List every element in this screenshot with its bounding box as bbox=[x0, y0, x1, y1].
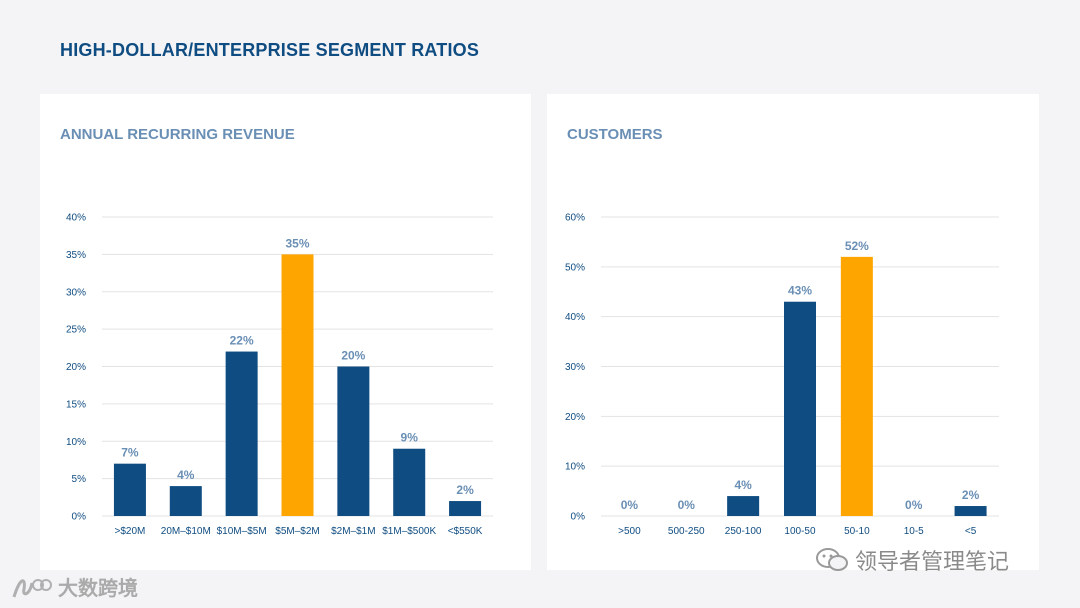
customers-bar-chart: 0% 10% 20% 30% 40% 50% 60% 0% >500 0% 500-250 4% 250… bbox=[565, 213, 999, 537]
y-tick-label: 20% bbox=[565, 412, 585, 423]
data-label: 2% bbox=[456, 483, 474, 497]
x-tick-label: >500 bbox=[618, 526, 641, 537]
data-label: 43% bbox=[788, 284, 812, 298]
y-tick-label: 10% bbox=[565, 462, 585, 473]
x-tick-label: >$20M bbox=[114, 526, 145, 537]
x-tick-label: <$550K bbox=[448, 526, 483, 537]
y-tick-label: 5% bbox=[72, 474, 87, 485]
data-label: 20% bbox=[341, 349, 365, 363]
y-tick-label: 30% bbox=[565, 362, 585, 373]
customers-chart-panel: CUSTOMERS 0% 10% 20% 30% 40% 50% 60% 0% >500 0% 50… bbox=[547, 94, 1039, 570]
x-tick-label: $2M–$1M bbox=[331, 526, 375, 537]
x-tick-label: $1M–$500K bbox=[382, 526, 436, 537]
x-tick-label: <5 bbox=[965, 526, 977, 537]
bar bbox=[113, 463, 146, 516]
y-tick-label: 15% bbox=[66, 399, 86, 410]
data-label: 4% bbox=[177, 468, 195, 482]
arr-chart-title: ANNUAL RECURRING REVENUE bbox=[60, 126, 295, 143]
bar bbox=[337, 366, 370, 516]
x-tick-label: $10M–$5M bbox=[217, 526, 267, 537]
y-tick-label: 35% bbox=[66, 250, 86, 261]
x-tick-label: 250-100 bbox=[725, 526, 762, 537]
data-label: 7% bbox=[121, 446, 139, 460]
watermark-left-text: 大数跨境 bbox=[58, 578, 138, 600]
bar bbox=[169, 486, 202, 516]
data-label: 0% bbox=[678, 498, 696, 512]
bar bbox=[225, 351, 258, 516]
y-tick-label: 50% bbox=[565, 262, 585, 273]
x-tick-label: $5M–$2M bbox=[275, 526, 319, 537]
data-label: 2% bbox=[962, 488, 980, 502]
y-tick-label: 60% bbox=[565, 213, 585, 224]
watermark-right-text: 领导者管理笔记 bbox=[855, 549, 1010, 574]
wechat-icon bbox=[816, 548, 848, 571]
data-label: 22% bbox=[230, 334, 254, 348]
bar bbox=[840, 256, 873, 516]
data-label: 52% bbox=[845, 239, 869, 253]
y-tick-label: 10% bbox=[66, 437, 86, 448]
data-label: 0% bbox=[621, 498, 639, 512]
bar bbox=[954, 506, 987, 516]
x-tick-label: 50-10 bbox=[844, 526, 870, 537]
x-tick-label: 500-250 bbox=[668, 526, 705, 537]
bar bbox=[727, 496, 760, 516]
watermark-right: 领导者管理笔记 bbox=[815, 544, 1009, 576]
page-title: HIGH-DOLLAR/ENTERPRISE SEGMENT RATIOS bbox=[60, 40, 480, 60]
y-tick-label: 0% bbox=[72, 512, 87, 523]
x-tick-label: 100-50 bbox=[784, 526, 816, 537]
customers-chart-title: CUSTOMERS bbox=[567, 126, 663, 143]
arr-chart-panel: ANNUAL RECURRING REVENUE 0% 5% 10% 15% 20% 25… bbox=[40, 94, 531, 570]
y-tick-label: 40% bbox=[565, 312, 585, 323]
brand-logo-icon bbox=[12, 578, 52, 597]
data-label: 35% bbox=[285, 236, 309, 250]
y-tick-label: 30% bbox=[66, 287, 86, 298]
y-tick-label: 40% bbox=[66, 213, 86, 224]
watermark-left: 大数跨境 bbox=[10, 572, 138, 601]
data-label: 4% bbox=[734, 478, 752, 492]
x-tick-label: 10-5 bbox=[904, 526, 924, 537]
y-tick-label: 0% bbox=[571, 512, 586, 523]
bar bbox=[784, 301, 816, 516]
y-tick-label: 25% bbox=[66, 325, 86, 336]
x-tick-label: 20M–$10M bbox=[161, 526, 211, 537]
y-tick-label: 20% bbox=[66, 362, 86, 373]
bar bbox=[393, 448, 426, 516]
bar bbox=[281, 254, 314, 516]
arr-bar-chart: 0% 5% 10% 15% 20% 25% 30% 35% 40% 7% >$20M 4% 20M–$1… bbox=[66, 213, 493, 537]
data-label: 9% bbox=[401, 431, 419, 445]
data-label: 0% bbox=[905, 498, 923, 512]
bar bbox=[449, 501, 482, 516]
